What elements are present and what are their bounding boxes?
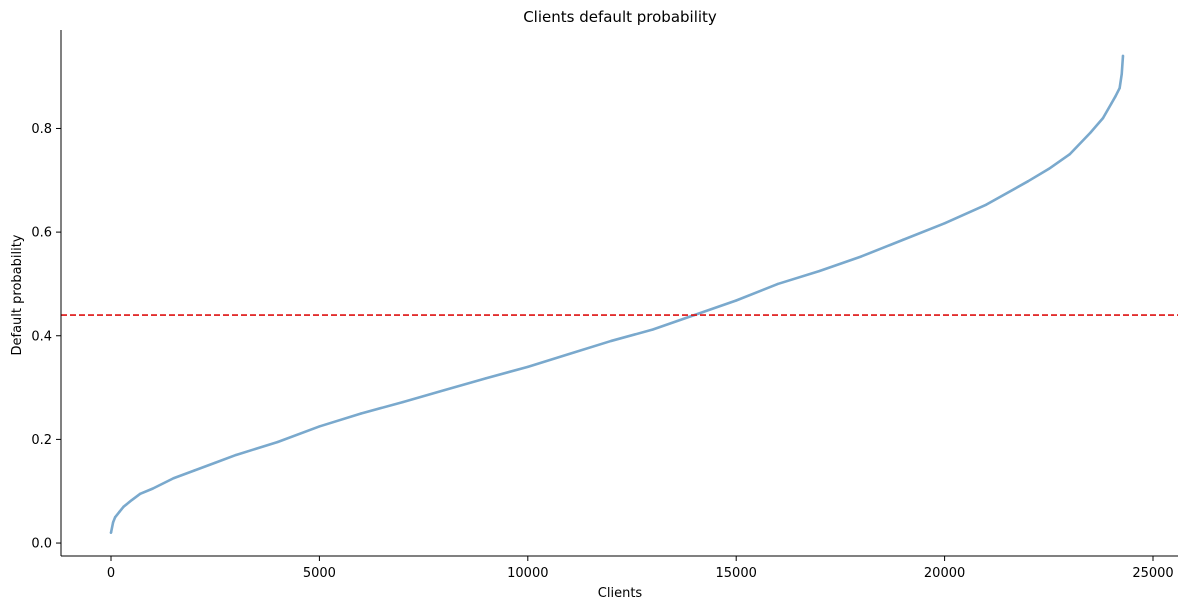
data-point [318, 425, 321, 428]
data-point [443, 388, 446, 392]
data-point [1114, 95, 1117, 98]
data-point [401, 400, 404, 404]
data-point [151, 487, 154, 490]
y-axis-label: Default probability [10, 234, 25, 355]
data-point [122, 505, 125, 508]
data-point [109, 531, 113, 534]
data-point [1101, 116, 1105, 120]
data-point [735, 299, 738, 302]
data-point [118, 510, 121, 514]
y-axis-ticks: 0.0 0.2 0.4 0.6 0.8 [31, 122, 61, 552]
y-tick-label: 0.0 [31, 537, 52, 552]
data-point [860, 255, 863, 258]
data-point [901, 238, 905, 242]
y-tick-label: 0.4 [31, 329, 52, 344]
x-axis-label: Clients [598, 586, 643, 601]
data-point [1121, 54, 1125, 58]
y-tick-label: 0.8 [31, 122, 52, 137]
data-point [1047, 167, 1050, 171]
plot-area [61, 54, 1178, 534]
data-point [276, 440, 279, 444]
data-point [568, 352, 571, 356]
x-tick-label: 15000 [716, 566, 757, 581]
data-point [1026, 180, 1030, 183]
data-point [234, 453, 238, 457]
data-point [1089, 131, 1092, 134]
data-point [526, 365, 530, 369]
y-tick-label: 0.6 [31, 226, 52, 241]
x-tick-label: 10000 [507, 566, 548, 581]
data-point [943, 222, 946, 225]
data-point [1120, 72, 1123, 76]
x-tick-label: 25000 [1132, 566, 1173, 581]
data-point [1068, 153, 1071, 156]
data-point [609, 339, 613, 343]
data-point [818, 269, 821, 273]
data-point [172, 477, 175, 480]
x-tick-label: 0 [107, 566, 115, 581]
data-point [113, 515, 117, 519]
data-point [484, 377, 488, 380]
x-tick-label: 20000 [924, 566, 965, 581]
chart-title: Clients default probability [523, 8, 717, 26]
series-line-0 [109, 54, 1125, 534]
data-point [1110, 102, 1113, 105]
data-point [138, 492, 142, 496]
data-point [111, 521, 115, 524]
data-point [193, 469, 196, 472]
x-axis-ticks: 0 5000 10000 15000 20000 25000 [107, 556, 1174, 581]
data-point [651, 328, 655, 331]
x-tick-label: 5000 [303, 566, 336, 581]
y-tick-label: 0.2 [31, 433, 52, 448]
data-point [776, 282, 780, 286]
data-point [130, 498, 134, 502]
data-point [1118, 86, 1121, 90]
data-point [359, 412, 363, 415]
data-point [985, 203, 988, 206]
data-point [214, 461, 217, 464]
